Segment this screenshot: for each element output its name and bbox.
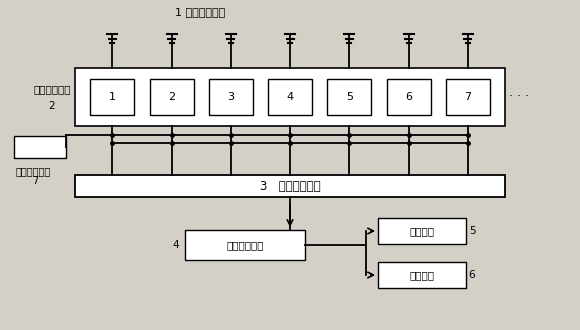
Bar	[14, 136, 66, 158]
Bar	[378, 262, 466, 288]
Text: 3: 3	[227, 92, 234, 102]
Bar	[268, 79, 312, 115]
Text: 数据显示: 数据显示	[409, 226, 434, 236]
Text: 1 现场采集单元: 1 现场采集单元	[175, 7, 225, 17]
Bar	[75, 68, 505, 126]
Text: 4: 4	[172, 240, 179, 250]
Text: 数据保存: 数据保存	[409, 270, 434, 280]
Bar	[327, 79, 371, 115]
Bar	[378, 218, 466, 244]
Text: 6: 6	[469, 270, 476, 280]
Bar	[185, 230, 305, 260]
Text: 中央处理单元: 中央处理单元	[226, 240, 264, 250]
Text: 直流供电单元: 直流供电单元	[16, 166, 51, 176]
Bar	[90, 79, 134, 115]
Bar	[209, 79, 253, 115]
Text: 1: 1	[109, 92, 116, 102]
Text: 5: 5	[346, 92, 353, 102]
Text: 3   数据采集单元: 3 数据采集单元	[260, 180, 320, 192]
Text: 4: 4	[287, 92, 293, 102]
Bar	[446, 79, 490, 115]
Bar	[75, 175, 505, 197]
Text: 信号调理单元: 信号调理单元	[34, 84, 71, 94]
Text: · · ·: · · ·	[509, 90, 529, 104]
Text: 7: 7	[464, 92, 472, 102]
Text: 2: 2	[48, 101, 55, 111]
Bar	[150, 79, 194, 115]
Bar	[386, 79, 430, 115]
Text: 5: 5	[469, 226, 476, 236]
Text: 7: 7	[32, 176, 38, 186]
Text: 6: 6	[405, 92, 412, 102]
Text: 2: 2	[168, 92, 175, 102]
